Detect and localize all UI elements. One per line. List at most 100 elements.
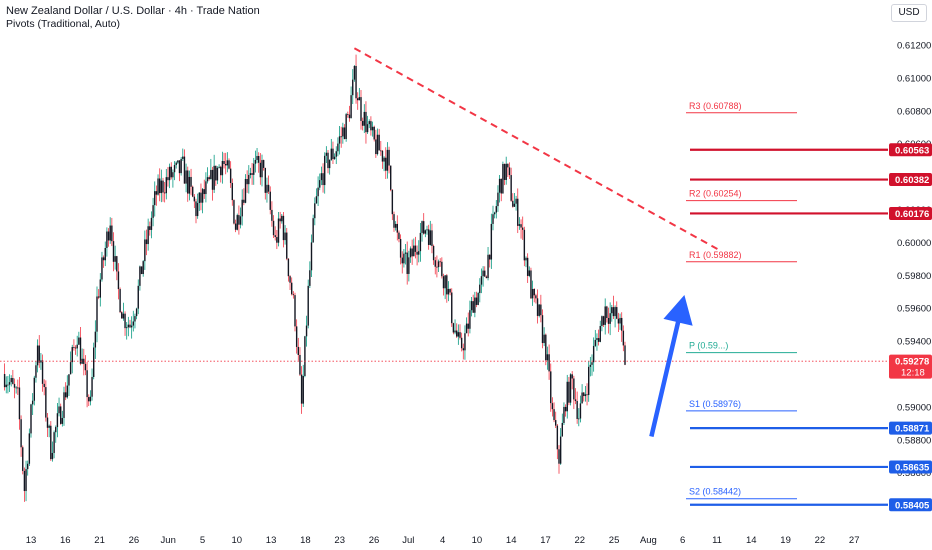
candle-body [70,362,71,374]
candle-body [344,127,345,139]
candle-body [65,392,66,397]
candle-body [428,229,429,245]
candle-body [12,378,13,384]
candle-body [235,224,236,230]
x-tick-label: 4 [440,535,445,546]
candle-body [397,224,398,233]
level-price-badge-text: 0.60563 [895,145,929,156]
candle-body [596,338,597,340]
candle-body [166,177,167,193]
candle-body [570,374,571,402]
candle-body [134,316,135,321]
candle-body [293,294,294,295]
candle-body [4,374,5,387]
candle-body [481,276,482,284]
candle-body [443,276,444,288]
candle-body [469,310,470,329]
candle-body [126,327,127,328]
candle-body [185,170,186,183]
y-tick-label: 0.59400 [897,337,931,348]
candle-body [605,306,606,324]
level-price-badge-text: 0.58871 [895,424,930,435]
candle-body [119,289,120,312]
candle-body [275,235,276,237]
current-price-badge-countdown: 12:18 [901,368,925,379]
candle-body [265,168,266,193]
candle-body [281,216,282,221]
candle-body [217,168,218,181]
candle-body [581,393,582,404]
x-tick-label: 21 [94,535,105,546]
candle-body [159,178,160,193]
candle-body [489,255,490,260]
candle-body [341,136,342,137]
candle-body [156,191,157,195]
candle-body [228,160,229,168]
candle-body [410,248,411,257]
candle-body [563,407,564,423]
x-tick-label: 19 [780,535,791,546]
candle-body [172,172,173,177]
candle-body [543,335,544,343]
candle-body [35,365,36,377]
candle-body [326,153,327,156]
candle-body [17,387,18,388]
candle-body [336,151,337,156]
candle-body [306,326,307,337]
candle-body [552,403,553,409]
candle-body [578,418,579,419]
candle-body [547,354,548,360]
y-tick-label: 0.59600 [897,304,931,315]
candle-body [189,177,190,194]
candle-body [90,397,91,402]
candle-body [72,347,73,362]
candle-body [327,153,328,168]
candle-body [29,433,30,463]
candle-body [509,167,510,175]
candle-body [425,230,426,233]
candle-body [7,385,8,386]
candle-body [608,318,609,324]
x-tick-label: 17 [540,535,551,546]
candle-body [444,275,445,288]
y-tick-label: 0.59800 [897,271,931,282]
candle-body [298,347,299,355]
candle-body [385,158,386,171]
candle-body [624,345,625,364]
candle-body [359,97,360,100]
candle-body [322,173,323,185]
candle-body [213,166,214,190]
candle-body [232,183,233,200]
candle-body [580,403,581,418]
candle-body [263,160,264,168]
candle-body [133,321,134,325]
candle-body [402,258,403,264]
candle-body [108,232,109,241]
arrow-layer [649,295,692,437]
candle-body [482,271,483,277]
candle-body [242,200,243,217]
candle-body [474,298,475,313]
candle-body [369,121,370,124]
candle-body [519,224,520,226]
candle-body [567,382,568,412]
candle-body [311,242,312,270]
candle-body [250,173,251,175]
candle-body [355,66,356,98]
candle-body [215,166,216,181]
candle-body [433,246,434,260]
candle-body [534,289,535,295]
candle-body [317,188,318,197]
candle-body [524,230,525,261]
candle-body [558,449,559,463]
candle-body [190,177,191,187]
candle-body [260,163,261,177]
candle-body [110,226,111,241]
candle-body [405,253,406,254]
x-tick-label: 26 [129,535,140,546]
candle-body [251,173,252,175]
y-tick-label: 0.60800 [897,106,931,117]
candle-body [532,289,533,298]
price-badges: 0.605630.603820.601760.588710.586350.584… [889,143,932,511]
